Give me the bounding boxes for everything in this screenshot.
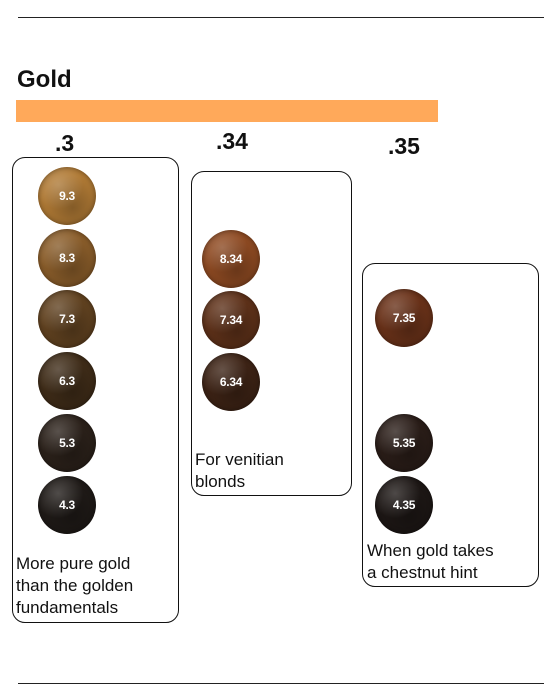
caption-line: than the golden <box>16 576 134 595</box>
caption-35: When gold takes a chestnut hint <box>367 540 494 584</box>
column-label-35: .35 <box>388 133 420 159</box>
shade-swatch-9-3: 9.3 <box>38 167 96 225</box>
caption-line: For venitian <box>195 450 284 469</box>
shade-swatch-8-3: 8.3 <box>38 229 96 287</box>
top-divider <box>18 17 544 18</box>
caption-line: blonds <box>195 472 246 491</box>
shade-group-35 <box>362 263 539 587</box>
gold-color-bar <box>16 100 438 122</box>
shade-swatch-5-35: 5.35 <box>375 414 433 472</box>
shade-swatch-8-34: 8.34 <box>202 230 260 288</box>
bottom-divider <box>18 683 544 684</box>
shade-swatch-4-35: 4.35 <box>375 476 433 534</box>
shade-group-34 <box>191 171 352 496</box>
page-title: Gold <box>17 66 72 93</box>
shade-swatch-5-3: 5.3 <box>38 414 96 472</box>
shade-swatch-7-3: 7.3 <box>38 290 96 348</box>
caption-line: fundamentals <box>16 598 119 617</box>
shade-group-3 <box>12 157 179 623</box>
caption-line: More pure gold <box>16 554 131 573</box>
column-label-34: .34 <box>216 128 248 154</box>
shade-swatch-4-3: 4.3 <box>38 476 96 534</box>
column-label-3: .3 <box>55 130 75 156</box>
caption-3: More pure gold than the golden fundament… <box>16 553 133 619</box>
shade-swatch-6-3: 6.3 <box>38 352 96 410</box>
caption-34: For venitian blonds <box>195 449 284 493</box>
caption-line: When gold takes <box>367 541 494 560</box>
shade-swatch-7-35: 7.35 <box>375 289 433 347</box>
caption-line: a chestnut hint <box>367 563 478 582</box>
shade-swatch-6-34: 6.34 <box>202 353 260 411</box>
shade-swatch-7-34: 7.34 <box>202 291 260 349</box>
